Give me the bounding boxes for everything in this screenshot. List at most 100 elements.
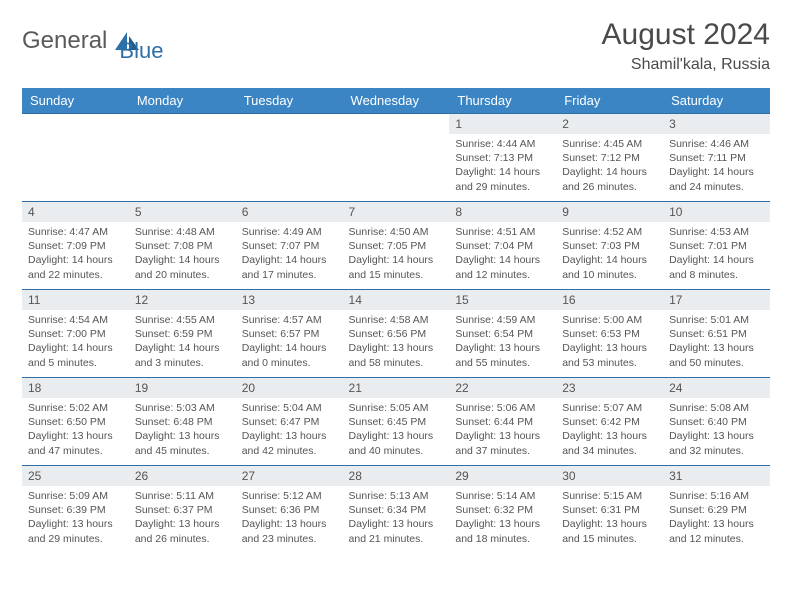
- calendar-row: 18Sunrise: 5:02 AMSunset: 6:50 PMDayligh…: [22, 378, 770, 466]
- title-block: August 2024 Shamil'kala, Russia: [602, 18, 770, 74]
- calendar-cell-empty: [22, 114, 129, 202]
- weekday-header: Thursday: [449, 88, 556, 114]
- day-details: Sunrise: 4:49 AMSunset: 7:07 PMDaylight:…: [236, 222, 343, 286]
- day-number: 26: [129, 466, 236, 486]
- day-details: Sunrise: 5:12 AMSunset: 6:36 PMDaylight:…: [236, 486, 343, 550]
- calendar-cell: 15Sunrise: 4:59 AMSunset: 6:54 PMDayligh…: [449, 290, 556, 378]
- day-details: Sunrise: 5:00 AMSunset: 6:53 PMDaylight:…: [556, 310, 663, 374]
- weekday-header: Sunday: [22, 88, 129, 114]
- day-number: 12: [129, 290, 236, 310]
- day-details: Sunrise: 5:09 AMSunset: 6:39 PMDaylight:…: [22, 486, 129, 550]
- logo-text-general: General: [22, 27, 107, 55]
- day-number: 18: [22, 378, 129, 398]
- day-number: 14: [343, 290, 450, 310]
- weekday-header: Friday: [556, 88, 663, 114]
- day-number: 2: [556, 114, 663, 134]
- calendar-cell: 13Sunrise: 4:57 AMSunset: 6:57 PMDayligh…: [236, 290, 343, 378]
- day-details: Sunrise: 4:54 AMSunset: 7:00 PMDaylight:…: [22, 310, 129, 374]
- weekday-header: Tuesday: [236, 88, 343, 114]
- weekday-header-row: SundayMondayTuesdayWednesdayThursdayFrid…: [22, 88, 770, 114]
- weekday-header: Wednesday: [343, 88, 450, 114]
- calendar-cell: 4Sunrise: 4:47 AMSunset: 7:09 PMDaylight…: [22, 202, 129, 290]
- day-number: 28: [343, 466, 450, 486]
- day-details: Sunrise: 5:16 AMSunset: 6:29 PMDaylight:…: [663, 486, 770, 550]
- weekday-header: Monday: [129, 88, 236, 114]
- day-number: 1: [449, 114, 556, 134]
- day-number: 9: [556, 202, 663, 222]
- day-number: 4: [22, 202, 129, 222]
- calendar-cell: 10Sunrise: 4:53 AMSunset: 7:01 PMDayligh…: [663, 202, 770, 290]
- header: General Blue August 2024 Shamil'kala, Ru…: [22, 18, 770, 74]
- calendar-cell: 2Sunrise: 4:45 AMSunset: 7:12 PMDaylight…: [556, 114, 663, 202]
- weekday-header: Saturday: [663, 88, 770, 114]
- calendar-table: SundayMondayTuesdayWednesdayThursdayFrid…: [22, 88, 770, 554]
- day-number: 29: [449, 466, 556, 486]
- day-details: Sunrise: 5:15 AMSunset: 6:31 PMDaylight:…: [556, 486, 663, 550]
- calendar-cell: 22Sunrise: 5:06 AMSunset: 6:44 PMDayligh…: [449, 378, 556, 466]
- calendar-cell: 14Sunrise: 4:58 AMSunset: 6:56 PMDayligh…: [343, 290, 450, 378]
- day-details: Sunrise: 4:50 AMSunset: 7:05 PMDaylight:…: [343, 222, 450, 286]
- day-number: 25: [22, 466, 129, 486]
- day-details: Sunrise: 4:46 AMSunset: 7:11 PMDaylight:…: [663, 134, 770, 198]
- calendar-cell: 26Sunrise: 5:11 AMSunset: 6:37 PMDayligh…: [129, 466, 236, 554]
- day-number: 11: [22, 290, 129, 310]
- calendar-cell: 21Sunrise: 5:05 AMSunset: 6:45 PMDayligh…: [343, 378, 450, 466]
- calendar-cell: 18Sunrise: 5:02 AMSunset: 6:50 PMDayligh…: [22, 378, 129, 466]
- day-number: 10: [663, 202, 770, 222]
- day-number: 16: [556, 290, 663, 310]
- day-number: 31: [663, 466, 770, 486]
- calendar-cell: 24Sunrise: 5:08 AMSunset: 6:40 PMDayligh…: [663, 378, 770, 466]
- calendar-cell: 30Sunrise: 5:15 AMSunset: 6:31 PMDayligh…: [556, 466, 663, 554]
- calendar-cell: 19Sunrise: 5:03 AMSunset: 6:48 PMDayligh…: [129, 378, 236, 466]
- calendar-row: 11Sunrise: 4:54 AMSunset: 7:00 PMDayligh…: [22, 290, 770, 378]
- calendar-cell: 11Sunrise: 4:54 AMSunset: 7:00 PMDayligh…: [22, 290, 129, 378]
- day-number: 7: [343, 202, 450, 222]
- calendar-cell-empty: [129, 114, 236, 202]
- day-details: Sunrise: 4:59 AMSunset: 6:54 PMDaylight:…: [449, 310, 556, 374]
- day-number: 15: [449, 290, 556, 310]
- logo: General Blue: [22, 18, 163, 64]
- day-details: Sunrise: 5:07 AMSunset: 6:42 PMDaylight:…: [556, 398, 663, 462]
- calendar-cell: 12Sunrise: 4:55 AMSunset: 6:59 PMDayligh…: [129, 290, 236, 378]
- day-details: Sunrise: 4:55 AMSunset: 6:59 PMDaylight:…: [129, 310, 236, 374]
- calendar-cell-empty: [236, 114, 343, 202]
- calendar-row: 4Sunrise: 4:47 AMSunset: 7:09 PMDaylight…: [22, 202, 770, 290]
- calendar-cell: 31Sunrise: 5:16 AMSunset: 6:29 PMDayligh…: [663, 466, 770, 554]
- day-details: Sunrise: 4:58 AMSunset: 6:56 PMDaylight:…: [343, 310, 450, 374]
- day-number: 19: [129, 378, 236, 398]
- day-number: 5: [129, 202, 236, 222]
- calendar-row: 1Sunrise: 4:44 AMSunset: 7:13 PMDaylight…: [22, 114, 770, 202]
- calendar-cell: 23Sunrise: 5:07 AMSunset: 6:42 PMDayligh…: [556, 378, 663, 466]
- calendar-cell: 17Sunrise: 5:01 AMSunset: 6:51 PMDayligh…: [663, 290, 770, 378]
- calendar-cell: 3Sunrise: 4:46 AMSunset: 7:11 PMDaylight…: [663, 114, 770, 202]
- day-details: Sunrise: 5:02 AMSunset: 6:50 PMDaylight:…: [22, 398, 129, 462]
- calendar-row: 25Sunrise: 5:09 AMSunset: 6:39 PMDayligh…: [22, 466, 770, 554]
- calendar-cell: 20Sunrise: 5:04 AMSunset: 6:47 PMDayligh…: [236, 378, 343, 466]
- day-number: 24: [663, 378, 770, 398]
- calendar-cell: 27Sunrise: 5:12 AMSunset: 6:36 PMDayligh…: [236, 466, 343, 554]
- day-details: Sunrise: 5:04 AMSunset: 6:47 PMDaylight:…: [236, 398, 343, 462]
- day-number: 6: [236, 202, 343, 222]
- day-number: 27: [236, 466, 343, 486]
- month-title: August 2024: [602, 18, 770, 52]
- day-number: 3: [663, 114, 770, 134]
- day-number: 20: [236, 378, 343, 398]
- calendar-cell: 16Sunrise: 5:00 AMSunset: 6:53 PMDayligh…: [556, 290, 663, 378]
- day-number: 30: [556, 466, 663, 486]
- day-details: Sunrise: 5:11 AMSunset: 6:37 PMDaylight:…: [129, 486, 236, 550]
- day-details: Sunrise: 5:03 AMSunset: 6:48 PMDaylight:…: [129, 398, 236, 462]
- calendar-cell: 1Sunrise: 4:44 AMSunset: 7:13 PMDaylight…: [449, 114, 556, 202]
- day-details: Sunrise: 4:48 AMSunset: 7:08 PMDaylight:…: [129, 222, 236, 286]
- day-details: Sunrise: 5:14 AMSunset: 6:32 PMDaylight:…: [449, 486, 556, 550]
- day-number: 21: [343, 378, 450, 398]
- calendar-body: 1Sunrise: 4:44 AMSunset: 7:13 PMDaylight…: [22, 114, 770, 554]
- day-number: 13: [236, 290, 343, 310]
- day-number: 23: [556, 378, 663, 398]
- calendar-cell: 29Sunrise: 5:14 AMSunset: 6:32 PMDayligh…: [449, 466, 556, 554]
- calendar-cell: 25Sunrise: 5:09 AMSunset: 6:39 PMDayligh…: [22, 466, 129, 554]
- calendar-cell: 6Sunrise: 4:49 AMSunset: 7:07 PMDaylight…: [236, 202, 343, 290]
- logo-text-blue: Blue: [119, 38, 163, 64]
- day-number: 8: [449, 202, 556, 222]
- calendar-cell: 8Sunrise: 4:51 AMSunset: 7:04 PMDaylight…: [449, 202, 556, 290]
- day-details: Sunrise: 5:06 AMSunset: 6:44 PMDaylight:…: [449, 398, 556, 462]
